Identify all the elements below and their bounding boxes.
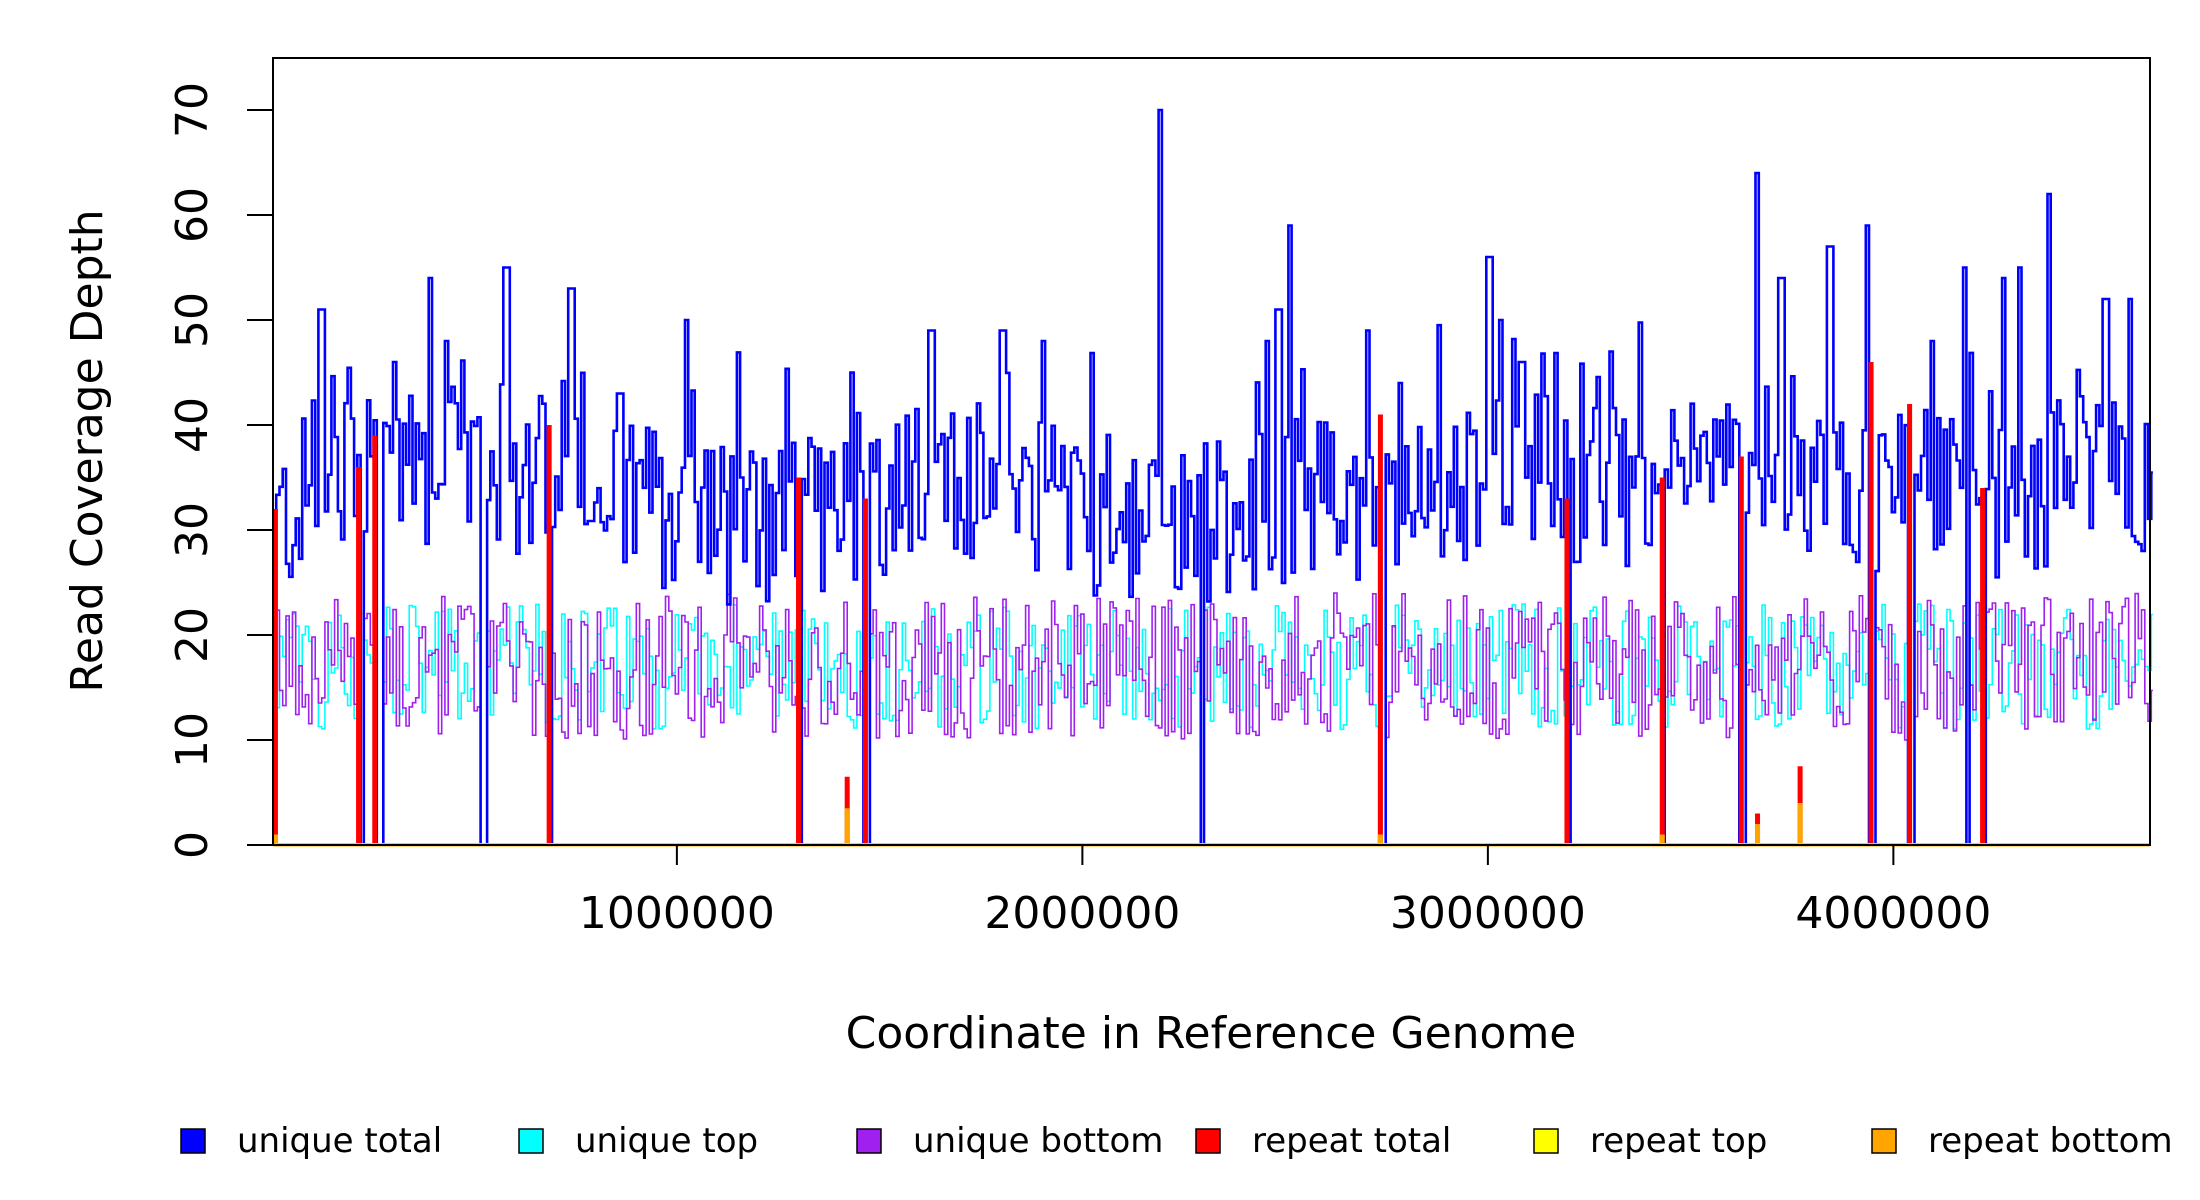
legend-swatch (856, 1128, 882, 1154)
x-axis: 1000000 2000000 3000000 4000000 (579, 845, 1991, 939)
legend-item-unique-bottom: unique bottom (856, 1121, 1163, 1161)
x-axis-label: Coordinate in Reference Genome (846, 1008, 1577, 1059)
x-tick-label: 3000000 (1390, 888, 1586, 939)
legend-swatch (1533, 1128, 1559, 1154)
x-tick-label: 2000000 (984, 888, 1180, 939)
legend: unique total unique top unique bottom repea… (180, 1121, 2173, 1161)
legend-label: unique total (237, 1121, 442, 1161)
x-tick-label: 4000000 (1795, 888, 1991, 939)
legend-item-unique-total: unique total (180, 1121, 442, 1161)
legend-item-unique-top: unique top (518, 1121, 758, 1161)
legend-label: unique top (575, 1121, 758, 1161)
y-tick-label: 70 (167, 82, 218, 138)
legend-swatch (1195, 1128, 1221, 1154)
series-unique-bottom (273, 592, 2153, 846)
legend-label: repeat top (1590, 1121, 1767, 1161)
plot-frame (272, 57, 2151, 846)
y-axis-label: Read Coverage Depth (62, 209, 113, 692)
y-tick-label: 30 (167, 502, 218, 558)
y-tick-label: 60 (167, 187, 218, 243)
legend-item-repeat-top: repeat top (1533, 1121, 1767, 1161)
x-tick-label: 1000000 (579, 888, 775, 939)
y-tick-label: 10 (167, 712, 218, 768)
legend-label: repeat total (1252, 1121, 1451, 1161)
y-tick-label: 20 (167, 607, 218, 663)
series-layer (272, 108, 2153, 847)
legend-swatch (518, 1128, 544, 1154)
series-unique-total (273, 108, 2153, 847)
legend-label: unique bottom (913, 1121, 1163, 1161)
legend-item-repeat-total: repeat total (1195, 1121, 1451, 1161)
y-tick-label: 50 (167, 292, 218, 348)
legend-label: repeat bottom (1928, 1121, 2173, 1161)
legend-swatch (1871, 1128, 1897, 1154)
y-tick-label: 0 (167, 831, 218, 859)
y-tick-label: 40 (167, 397, 218, 453)
legend-item-repeat-bottom: repeat bottom (1871, 1121, 2173, 1161)
legend-swatch (180, 1128, 206, 1154)
y-axis: 0 10 20 30 40 50 60 70 (167, 82, 273, 859)
